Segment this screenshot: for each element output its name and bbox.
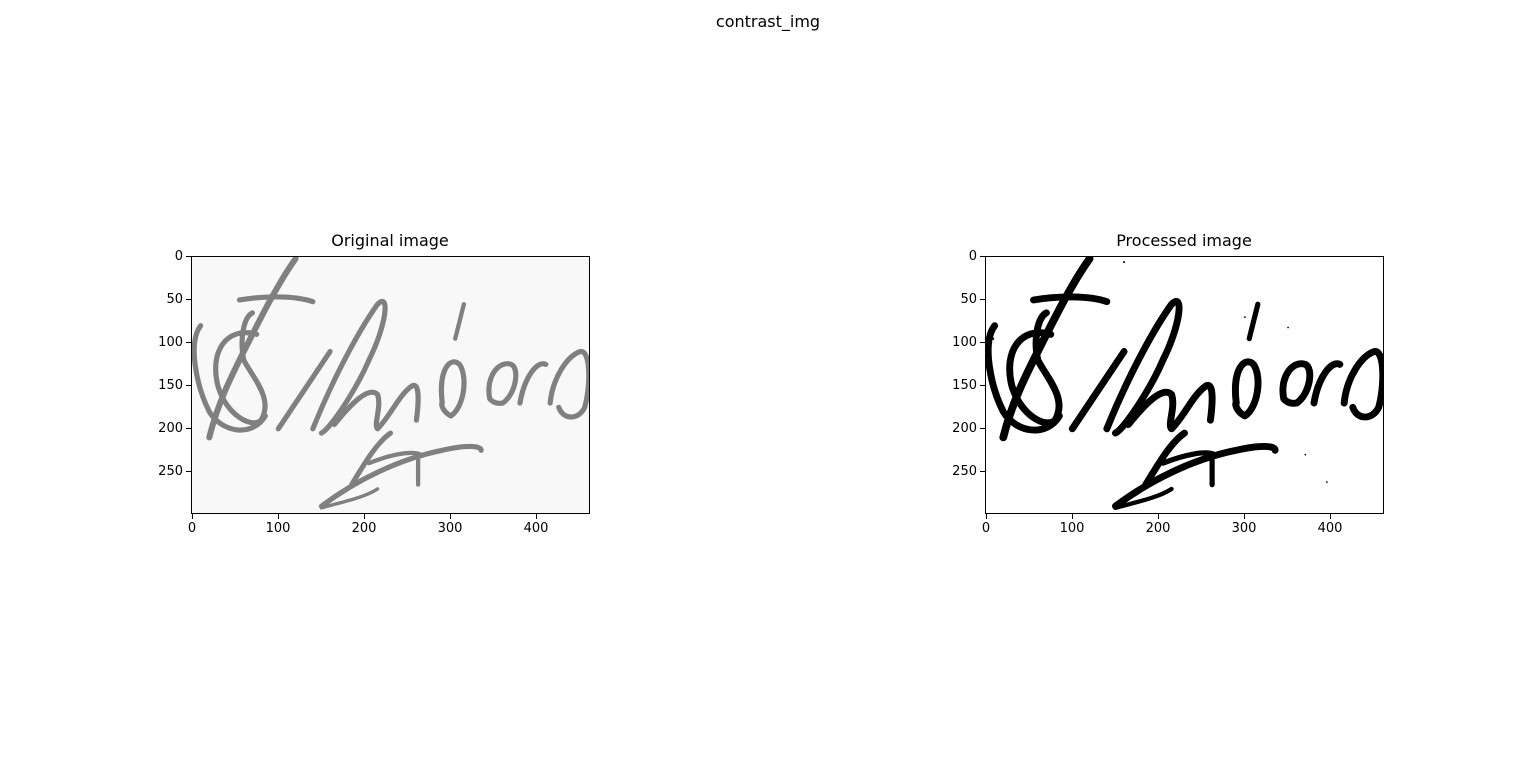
- ytick-mark: [186, 385, 191, 386]
- panel-title-original: Original image: [331, 231, 449, 250]
- xtick-mark: [1244, 514, 1245, 519]
- ytick-label: 250: [158, 464, 183, 479]
- ytick-label: 150: [952, 378, 977, 393]
- xtick-mark: [450, 514, 451, 519]
- xtick-mark: [278, 514, 279, 519]
- ytick-mark: [980, 385, 985, 386]
- ytick-mark: [186, 299, 191, 300]
- ytick-mark: [186, 342, 191, 343]
- original-image-axes: [191, 256, 590, 514]
- xtick-label: 200: [1145, 521, 1171, 536]
- xtick-mark: [1330, 514, 1331, 519]
- ytick-label: 0: [174, 249, 183, 264]
- xtick-mark: [1072, 514, 1073, 519]
- ytick-label: 150: [158, 378, 183, 393]
- ytick-label: 100: [158, 335, 183, 350]
- xtick-label: 200: [351, 521, 377, 536]
- figure-title: contrast_img: [715, 12, 821, 31]
- xtick-mark: [536, 514, 537, 519]
- ytick-label: 50: [166, 292, 183, 307]
- xtick-label: 0: [981, 521, 991, 536]
- xtick-label: 100: [1059, 521, 1085, 536]
- ytick-label: 50: [960, 292, 977, 307]
- xtick-mark: [364, 514, 365, 519]
- ytick-label: 0: [968, 249, 977, 264]
- xtick-label: 400: [1317, 521, 1343, 536]
- ytick-label: 100: [952, 335, 977, 350]
- ytick-label: 200: [158, 421, 183, 436]
- xtick-mark: [986, 514, 987, 519]
- processed-image-axes: [985, 256, 1384, 514]
- ytick-label: 250: [952, 464, 977, 479]
- xtick-label: 300: [437, 521, 463, 536]
- xtick-label: 300: [1231, 521, 1257, 536]
- ytick-mark: [186, 471, 191, 472]
- xtick-label: 0: [187, 521, 197, 536]
- processed-signature-image: [986, 257, 1383, 510]
- xtick-label: 400: [523, 521, 549, 536]
- ytick-mark: [186, 256, 191, 257]
- original-signature-image: [192, 257, 589, 510]
- ytick-mark: [186, 428, 191, 429]
- ytick-label: 200: [952, 421, 977, 436]
- xtick-mark: [1158, 514, 1159, 519]
- xtick-label: 100: [265, 521, 291, 536]
- ytick-mark: [980, 256, 985, 257]
- ytick-mark: [980, 428, 985, 429]
- ytick-mark: [980, 342, 985, 343]
- panel-title-processed: Processed image: [1116, 231, 1252, 250]
- ytick-mark: [980, 471, 985, 472]
- xtick-mark: [192, 514, 193, 519]
- ytick-mark: [980, 299, 985, 300]
